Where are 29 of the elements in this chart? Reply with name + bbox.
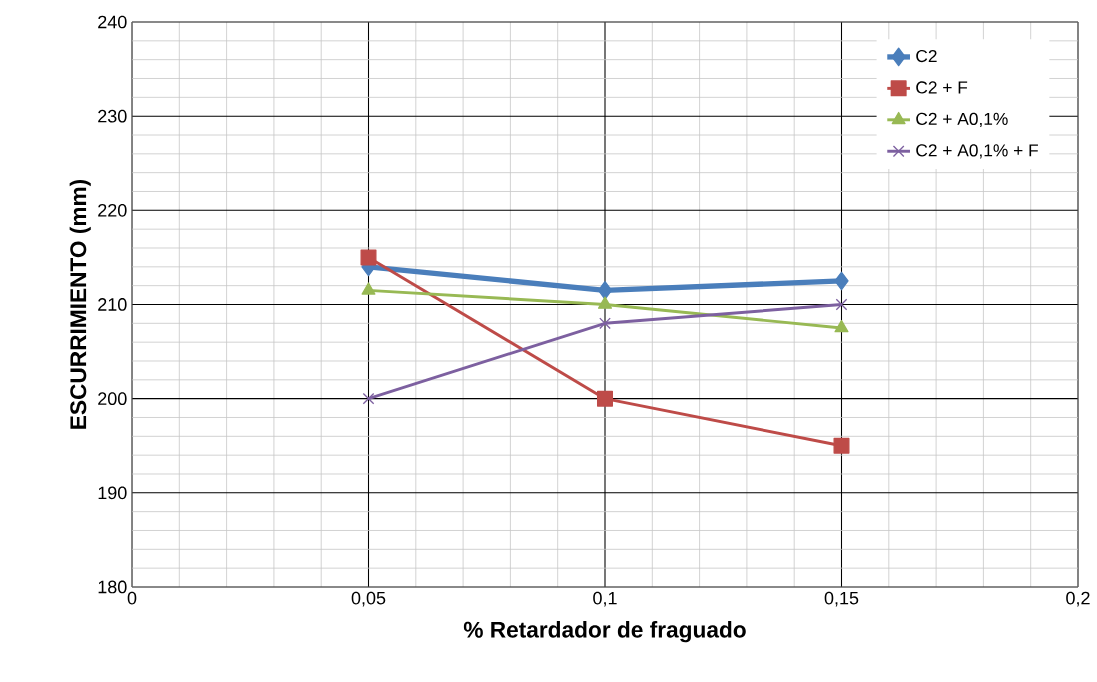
point <box>597 281 613 300</box>
point <box>834 271 849 291</box>
y-tick-label: 220 <box>98 203 127 217</box>
x-tick-label: 0,15 <box>824 591 859 607</box>
point <box>835 298 848 311</box>
point <box>597 390 614 407</box>
legend-label: C2 + F <box>916 81 968 94</box>
point <box>834 320 849 333</box>
x-tick-label: 0,2 <box>1066 591 1090 607</box>
legend-label: C2 <box>916 49 937 63</box>
y-tick-label: 230 <box>98 109 127 123</box>
y-axis-title: ESCURRIMIENTO (mm) <box>69 179 91 429</box>
point <box>362 392 375 405</box>
point <box>361 282 376 295</box>
point <box>360 249 377 266</box>
y-tick-label: 200 <box>98 392 127 406</box>
x-axis-title: % Retardador de fraguado <box>463 621 746 643</box>
x-tick-label: 0,1 <box>593 591 617 607</box>
y-tick-label: 190 <box>98 486 127 500</box>
point <box>833 437 850 454</box>
legend-label: C2 + A0,1% + F <box>916 144 1038 159</box>
y-tick-label: 180 <box>98 580 127 594</box>
y-tick-label: 210 <box>98 298 127 311</box>
legend-label: C2 + A0,1% <box>916 112 1008 128</box>
point <box>597 296 613 309</box>
x-tick-label: 0,05 <box>351 591 386 607</box>
point <box>599 317 611 330</box>
x-tick-label: 0 <box>127 591 137 605</box>
y-tick-label: 240 <box>98 15 127 29</box>
